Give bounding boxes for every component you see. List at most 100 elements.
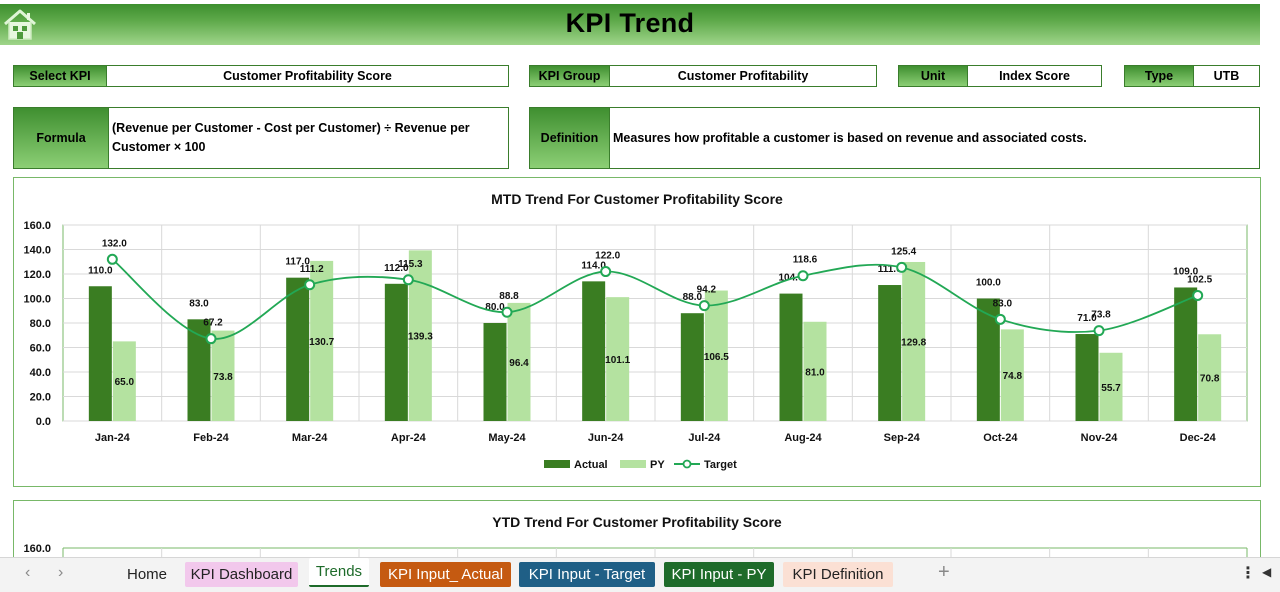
target-data-label: 118.6	[793, 255, 818, 266]
mtd-chart-panel[interactable]: MTD Trend For Customer Profitability Sco…	[13, 177, 1261, 487]
select-kpi-field: Select KPI Customer Profitability Score	[13, 65, 509, 87]
target-point	[402, 274, 414, 286]
actual-bar	[779, 293, 803, 421]
formula-value: (Revenue per Customer - Cost per Custome…	[109, 108, 508, 168]
target-data-label: 122.0	[595, 251, 620, 262]
target-data-label: 94.2	[697, 285, 717, 296]
x-tick-label: Aug-24	[784, 432, 822, 444]
definition-value: Measures how profitable a customer is ba…	[613, 130, 1087, 145]
definition-label: Definition	[530, 108, 610, 168]
kpi-group-value: Customer Profitability	[677, 69, 809, 83]
target-point	[1093, 325, 1105, 337]
target-point	[698, 300, 710, 312]
ytd-chart-panel[interactable]: YTD Trend For Customer Profitability Sco…	[13, 500, 1261, 562]
mtd-chart: 0.0 20.0 40.0 60.0 80.0 100.0 120.0 140.0 160.0 1…	[23, 220, 1248, 471]
y-tick-label: 100.0	[23, 294, 51, 306]
target-data-label: 111.2	[300, 264, 324, 275]
x-tick-label: Jan-24	[95, 432, 131, 444]
kpi-group-label: KPI Group	[530, 66, 610, 86]
y-tick-label: 120.0	[23, 269, 51, 281]
x-tick-label: Apr-24	[391, 432, 427, 444]
sheet-tab-kpi-input-actual[interactable]: KPI Input_ Actual	[380, 562, 511, 587]
sheet-tab-home[interactable]: Home	[118, 562, 176, 587]
formula-line-1: (Revenue per Customer - Cost per Custome…	[112, 121, 470, 135]
py-data-label: 130.7	[309, 337, 334, 348]
type-field: Type UTB	[1124, 65, 1260, 87]
py-data-label: 96.4	[509, 358, 529, 369]
actual-data-label: 88.0	[683, 292, 703, 303]
actual-bar	[187, 319, 211, 421]
actual-bar	[1174, 287, 1198, 421]
py-data-label: 74.8	[1003, 371, 1023, 382]
sheet-tab-kpi-input-py[interactable]: KPI Input - PY	[664, 562, 774, 587]
target-data-label: 83.0	[993, 298, 1013, 309]
py-data-label: 55.7	[1101, 383, 1121, 394]
actual-data-label: 83.0	[189, 298, 209, 309]
actual-bar	[680, 313, 704, 421]
py-bar	[1000, 329, 1024, 421]
sheet-tab-kpi-input-target[interactable]: KPI Input - Target	[519, 562, 655, 587]
actual-bar	[384, 283, 408, 421]
target-point	[501, 306, 513, 318]
py-bar	[211, 330, 235, 421]
target-point	[896, 261, 908, 273]
select-kpi-dropdown[interactable]: Customer Profitability Score	[223, 69, 392, 83]
target-data-label: 102.5	[1187, 274, 1212, 285]
ytd-chart: 160.0	[23, 543, 1248, 561]
py-data-label: 70.8	[1200, 374, 1220, 385]
y-tick-label: 140.0	[23, 245, 51, 257]
py-data-label: 81.0	[805, 367, 825, 378]
legend-target-label: Target	[704, 459, 737, 471]
x-tick-label: Jun-24	[588, 432, 624, 444]
title-banner: KPI Trend	[0, 4, 1260, 45]
target-point	[797, 270, 809, 282]
target-point	[994, 313, 1006, 325]
actual-bar	[1075, 334, 1099, 421]
x-tick-label: Jul-24	[688, 432, 721, 444]
py-bar	[1198, 334, 1222, 421]
x-tick-label: Oct-24	[983, 432, 1018, 444]
y-tick-label: 60.0	[30, 343, 51, 355]
y-tick-label: 40.0	[30, 367, 51, 379]
prev-sheet-icon[interactable]: ‹	[25, 564, 31, 581]
legend-target-marker	[682, 459, 692, 469]
py-bar	[803, 321, 827, 421]
formula-label: Formula	[14, 108, 109, 168]
next-sheet-icon[interactable]: ›	[58, 564, 64, 581]
actual-data-label: 80.0	[485, 302, 505, 313]
target-point	[1192, 289, 1204, 301]
actual-data-label: 110.0	[88, 265, 113, 276]
sheet-tab-bar: ‹ › Home KPI Dashboard Trends KPI Input_ Ac…	[0, 557, 1280, 592]
kpi-group-field: KPI Group Customer Profitability	[529, 65, 877, 87]
target-data-label: 88.8	[499, 291, 519, 302]
actual-data-label: 111.0	[878, 264, 902, 275]
type-label: Type	[1125, 66, 1194, 86]
more-options-icon[interactable]: ⋮	[1240, 565, 1256, 582]
x-tick-label: Sep-24	[884, 432, 921, 444]
x-tick-label: Feb-24	[193, 432, 229, 444]
target-data-label: 132.0	[102, 238, 127, 249]
actual-bar	[286, 277, 310, 421]
target-point	[304, 279, 316, 291]
chart-legend: Actual PY Target	[544, 459, 737, 471]
add-sheet-icon[interactable]: +	[938, 561, 950, 583]
py-bar	[310, 260, 334, 421]
legend-actual-swatch	[544, 460, 570, 468]
scroll-left-icon[interactable]: ◀	[1262, 565, 1272, 579]
select-kpi-label: Select KPI	[14, 66, 107, 86]
py-bar	[112, 341, 136, 421]
target-line	[111, 258, 1198, 340]
sheet-tab-trends[interactable]: Trends	[309, 558, 369, 587]
sheet-tab-kpi-definition[interactable]: KPI Definition	[783, 562, 893, 587]
py-bar	[1099, 352, 1123, 421]
target-point	[106, 253, 118, 265]
x-tick-label: Dec-24	[1180, 432, 1217, 444]
y-tick-label: 160.0	[23, 220, 51, 232]
py-data-label: 65.0	[115, 377, 135, 388]
home-icon[interactable]	[2, 6, 38, 42]
sheet-tab-kpi-dashboard[interactable]: KPI Dashboard	[185, 562, 298, 587]
py-bar	[704, 290, 728, 421]
target-data-label: 73.8	[1091, 310, 1111, 321]
py-data-label: 101.1	[605, 355, 630, 366]
actual-data-label: 117.0	[285, 257, 310, 268]
